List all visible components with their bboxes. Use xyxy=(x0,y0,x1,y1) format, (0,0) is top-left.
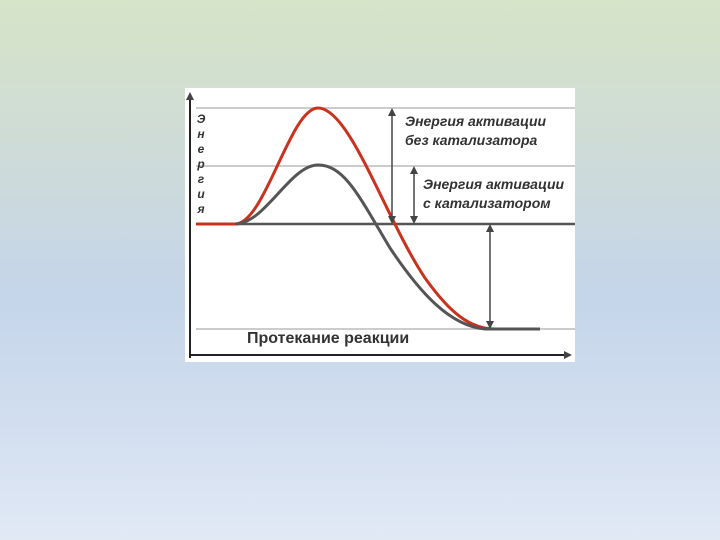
annotation-line: Энергия активации xyxy=(423,176,565,192)
uncatalyzed-curve xyxy=(196,106,540,331)
annotation: Энергия активации с катализатором xyxy=(423,175,564,213)
annotation-line: Энергия активации xyxy=(405,113,547,129)
x-axis-label: Протекание реакции xyxy=(247,330,410,347)
diagram-image: Энергия Энергия активации без катализато… xyxy=(185,88,575,362)
annotation-line: с катализатором xyxy=(423,195,551,211)
annotation-line: без катализатора xyxy=(405,132,538,148)
energy-diagram xyxy=(186,92,575,359)
annotation: Энергия активации без катализатора xyxy=(405,112,546,150)
catalyzed-curve xyxy=(234,163,540,331)
y-axis-label: Энергия xyxy=(194,112,208,217)
